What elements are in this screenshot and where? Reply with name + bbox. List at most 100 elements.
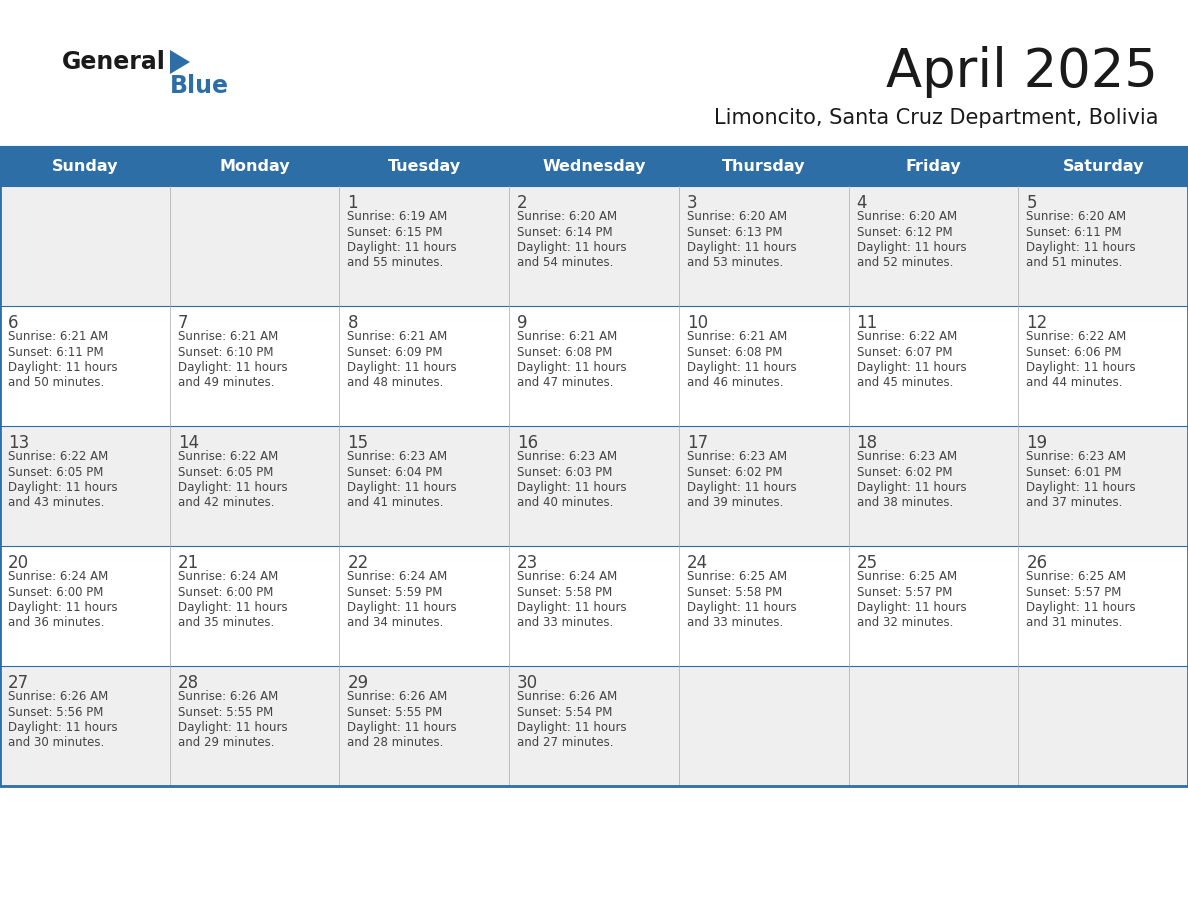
Text: 7: 7 — [178, 314, 188, 332]
Text: Daylight: 11 hours: Daylight: 11 hours — [347, 361, 457, 374]
Text: Daylight: 11 hours: Daylight: 11 hours — [857, 601, 966, 614]
Text: Sunset: 6:00 PM: Sunset: 6:00 PM — [178, 586, 273, 599]
Text: Sunset: 6:03 PM: Sunset: 6:03 PM — [517, 465, 613, 478]
Text: and 30 minutes.: and 30 minutes. — [8, 736, 105, 749]
Text: and 53 minutes.: and 53 minutes. — [687, 256, 783, 270]
Text: and 33 minutes.: and 33 minutes. — [517, 617, 613, 630]
Text: Sunset: 5:57 PM: Sunset: 5:57 PM — [1026, 586, 1121, 599]
Text: Friday: Friday — [905, 160, 961, 174]
Text: April 2025: April 2025 — [886, 46, 1158, 98]
Text: Sunday: Sunday — [51, 160, 118, 174]
Text: Sunset: 5:59 PM: Sunset: 5:59 PM — [347, 586, 443, 599]
Text: Sunrise: 6:22 AM: Sunrise: 6:22 AM — [8, 450, 108, 463]
Polygon shape — [170, 50, 190, 74]
Text: Daylight: 11 hours: Daylight: 11 hours — [347, 481, 457, 494]
Text: Sunrise: 6:22 AM: Sunrise: 6:22 AM — [178, 450, 278, 463]
Text: 28: 28 — [178, 674, 198, 692]
Text: and 39 minutes.: and 39 minutes. — [687, 497, 783, 509]
Text: Sunset: 6:00 PM: Sunset: 6:00 PM — [8, 586, 103, 599]
Text: Sunrise: 6:22 AM: Sunrise: 6:22 AM — [857, 330, 956, 343]
Text: Daylight: 11 hours: Daylight: 11 hours — [517, 481, 627, 494]
Text: 15: 15 — [347, 434, 368, 452]
Text: 18: 18 — [857, 434, 878, 452]
Text: 11: 11 — [857, 314, 878, 332]
Text: and 48 minutes.: and 48 minutes. — [347, 376, 444, 389]
Text: Wednesday: Wednesday — [542, 160, 646, 174]
Text: Sunrise: 6:21 AM: Sunrise: 6:21 AM — [347, 330, 448, 343]
Text: Sunset: 6:11 PM: Sunset: 6:11 PM — [8, 345, 103, 359]
Text: Sunrise: 6:20 AM: Sunrise: 6:20 AM — [517, 210, 618, 223]
Text: Sunrise: 6:20 AM: Sunrise: 6:20 AM — [687, 210, 786, 223]
Text: 25: 25 — [857, 554, 878, 572]
Text: and 43 minutes.: and 43 minutes. — [8, 497, 105, 509]
Text: Daylight: 11 hours: Daylight: 11 hours — [178, 721, 287, 734]
Text: Sunset: 6:04 PM: Sunset: 6:04 PM — [347, 465, 443, 478]
Text: 3: 3 — [687, 194, 697, 212]
Text: Sunset: 5:57 PM: Sunset: 5:57 PM — [857, 586, 952, 599]
Text: and 55 minutes.: and 55 minutes. — [347, 256, 443, 270]
Text: 2: 2 — [517, 194, 527, 212]
Text: Daylight: 11 hours: Daylight: 11 hours — [8, 601, 118, 614]
Text: and 54 minutes.: and 54 minutes. — [517, 256, 613, 270]
Text: Daylight: 11 hours: Daylight: 11 hours — [857, 241, 966, 254]
Text: Daylight: 11 hours: Daylight: 11 hours — [517, 601, 627, 614]
Text: Daylight: 11 hours: Daylight: 11 hours — [8, 481, 118, 494]
Text: Sunset: 6:08 PM: Sunset: 6:08 PM — [687, 345, 782, 359]
Text: Daylight: 11 hours: Daylight: 11 hours — [8, 361, 118, 374]
Text: Daylight: 11 hours: Daylight: 11 hours — [347, 721, 457, 734]
Text: Sunrise: 6:24 AM: Sunrise: 6:24 AM — [8, 570, 108, 583]
Text: Daylight: 11 hours: Daylight: 11 hours — [687, 241, 796, 254]
Text: Saturday: Saturday — [1062, 160, 1144, 174]
Text: 21: 21 — [178, 554, 198, 572]
Text: Sunrise: 6:24 AM: Sunrise: 6:24 AM — [517, 570, 618, 583]
Text: Sunset: 6:10 PM: Sunset: 6:10 PM — [178, 345, 273, 359]
Text: and 50 minutes.: and 50 minutes. — [8, 376, 105, 389]
Text: Sunrise: 6:26 AM: Sunrise: 6:26 AM — [8, 690, 108, 703]
Text: Thursday: Thursday — [722, 160, 805, 174]
Text: Sunset: 5:54 PM: Sunset: 5:54 PM — [517, 706, 613, 719]
Text: and 34 minutes.: and 34 minutes. — [347, 617, 444, 630]
Text: Daylight: 11 hours: Daylight: 11 hours — [178, 481, 287, 494]
Text: Sunrise: 6:20 AM: Sunrise: 6:20 AM — [1026, 210, 1126, 223]
Text: Sunrise: 6:23 AM: Sunrise: 6:23 AM — [347, 450, 448, 463]
Text: and 38 minutes.: and 38 minutes. — [857, 497, 953, 509]
Text: Daylight: 11 hours: Daylight: 11 hours — [1026, 481, 1136, 494]
Text: Blue: Blue — [170, 74, 229, 98]
Text: Sunset: 6:02 PM: Sunset: 6:02 PM — [687, 465, 783, 478]
Text: 22: 22 — [347, 554, 368, 572]
Text: and 28 minutes.: and 28 minutes. — [347, 736, 444, 749]
Text: and 40 minutes.: and 40 minutes. — [517, 497, 613, 509]
Text: and 44 minutes.: and 44 minutes. — [1026, 376, 1123, 389]
Text: 6: 6 — [8, 314, 19, 332]
Text: and 29 minutes.: and 29 minutes. — [178, 736, 274, 749]
Text: Sunrise: 6:21 AM: Sunrise: 6:21 AM — [178, 330, 278, 343]
Text: 9: 9 — [517, 314, 527, 332]
Text: Sunset: 6:09 PM: Sunset: 6:09 PM — [347, 345, 443, 359]
Text: Sunset: 6:02 PM: Sunset: 6:02 PM — [857, 465, 952, 478]
Text: Daylight: 11 hours: Daylight: 11 hours — [517, 721, 627, 734]
Text: and 51 minutes.: and 51 minutes. — [1026, 256, 1123, 270]
Text: Sunset: 5:58 PM: Sunset: 5:58 PM — [687, 586, 782, 599]
Text: and 52 minutes.: and 52 minutes. — [857, 256, 953, 270]
Text: Sunrise: 6:21 AM: Sunrise: 6:21 AM — [687, 330, 788, 343]
Text: Sunset: 6:15 PM: Sunset: 6:15 PM — [347, 226, 443, 239]
Text: Daylight: 11 hours: Daylight: 11 hours — [1026, 241, 1136, 254]
Text: Daylight: 11 hours: Daylight: 11 hours — [1026, 361, 1136, 374]
Text: General: General — [62, 50, 166, 74]
Text: and 31 minutes.: and 31 minutes. — [1026, 617, 1123, 630]
Text: Sunset: 5:55 PM: Sunset: 5:55 PM — [347, 706, 443, 719]
Text: 4: 4 — [857, 194, 867, 212]
Bar — [0, 426, 1188, 546]
Text: 30: 30 — [517, 674, 538, 692]
Text: Monday: Monday — [220, 160, 290, 174]
Text: Daylight: 11 hours: Daylight: 11 hours — [1026, 601, 1136, 614]
Text: Sunrise: 6:20 AM: Sunrise: 6:20 AM — [857, 210, 956, 223]
Text: Sunset: 5:58 PM: Sunset: 5:58 PM — [517, 586, 612, 599]
Text: and 35 minutes.: and 35 minutes. — [178, 617, 274, 630]
Text: and 33 minutes.: and 33 minutes. — [687, 617, 783, 630]
Bar — [0, 306, 1188, 426]
Text: Sunrise: 6:23 AM: Sunrise: 6:23 AM — [687, 450, 786, 463]
Bar — [0, 666, 1188, 786]
Text: Tuesday: Tuesday — [387, 160, 461, 174]
Text: Sunset: 6:05 PM: Sunset: 6:05 PM — [178, 465, 273, 478]
